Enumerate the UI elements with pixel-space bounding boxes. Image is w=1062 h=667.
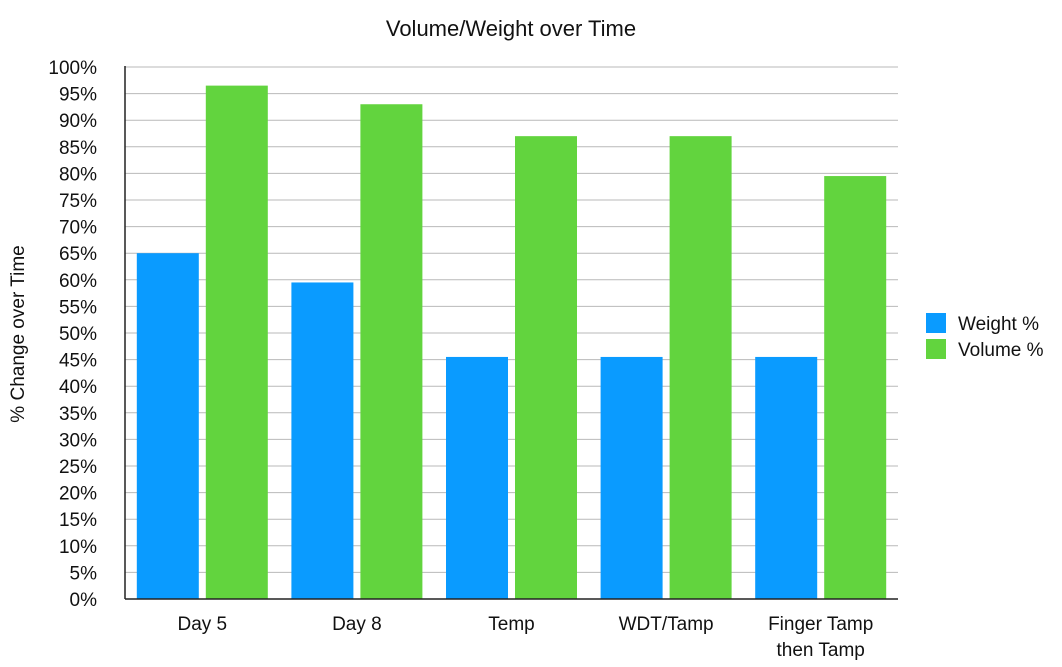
bar-volume bbox=[515, 136, 577, 599]
y-tick-label: 40% bbox=[59, 377, 97, 398]
bar-volume bbox=[669, 136, 732, 599]
y-tick-label: 100% bbox=[48, 58, 97, 79]
bar-weight bbox=[136, 253, 199, 599]
y-tick-label: 85% bbox=[59, 138, 97, 159]
bar-weight bbox=[446, 356, 508, 599]
legend-swatch bbox=[926, 313, 946, 333]
y-axis-ticks: 0% 5% 10% 15% 20% 25% 30% 35% 40% 45% 50% 55% 60% 65%… bbox=[48, 58, 97, 611]
y-tick-label: 5% bbox=[70, 563, 98, 584]
y-tick-label: 10% bbox=[59, 537, 97, 558]
y-axis-label: % Change over Time bbox=[8, 245, 29, 422]
x-tick-label: Temp bbox=[488, 614, 534, 635]
y-tick-label: 20% bbox=[59, 484, 97, 505]
x-axis-ticks: Day 5 Day 8 Temp WDT/Tamp Finger Tamp then Ta… bbox=[177, 614, 873, 661]
axes bbox=[124, 66, 898, 600]
y-tick-label: 45% bbox=[59, 351, 97, 372]
y-tick-label: 60% bbox=[59, 271, 97, 292]
legend: Weight % Volume % bbox=[926, 313, 1044, 361]
chart-title: Volume/Weight over Time bbox=[386, 16, 636, 41]
x-tick-label: Finger Tamp bbox=[768, 614, 873, 635]
bar-volume bbox=[824, 176, 887, 599]
y-tick-label: 55% bbox=[59, 297, 97, 318]
bar-weight bbox=[755, 356, 818, 599]
legend-label: Volume % bbox=[958, 340, 1044, 361]
x-tick-label: Day 8 bbox=[332, 614, 382, 635]
y-tick-label: 15% bbox=[59, 510, 97, 531]
y-tick-label: 35% bbox=[59, 404, 97, 425]
bar-volume bbox=[360, 104, 423, 600]
x-tick-label: WDT/Tamp bbox=[619, 614, 714, 635]
y-tick-label: 75% bbox=[59, 191, 97, 212]
bar-volume bbox=[205, 85, 268, 600]
bars bbox=[136, 85, 887, 600]
legend-label: Weight % bbox=[958, 314, 1039, 335]
y-tick-label: 70% bbox=[59, 218, 97, 239]
bar-weight bbox=[600, 356, 663, 599]
y-tick-label: 50% bbox=[59, 324, 97, 345]
bar-weight bbox=[291, 282, 354, 599]
y-tick-label: 90% bbox=[59, 111, 97, 132]
y-tick-label: 95% bbox=[59, 85, 97, 106]
y-tick-label: 25% bbox=[59, 457, 97, 478]
y-tick-label: 80% bbox=[59, 164, 97, 185]
legend-swatch bbox=[926, 339, 946, 359]
y-tick-label: 65% bbox=[59, 244, 97, 265]
x-tick-label: then Tamp bbox=[777, 640, 865, 661]
y-tick-label: 30% bbox=[59, 430, 97, 451]
x-tick-label: Day 5 bbox=[177, 614, 227, 635]
y-tick-label: 0% bbox=[70, 590, 98, 611]
